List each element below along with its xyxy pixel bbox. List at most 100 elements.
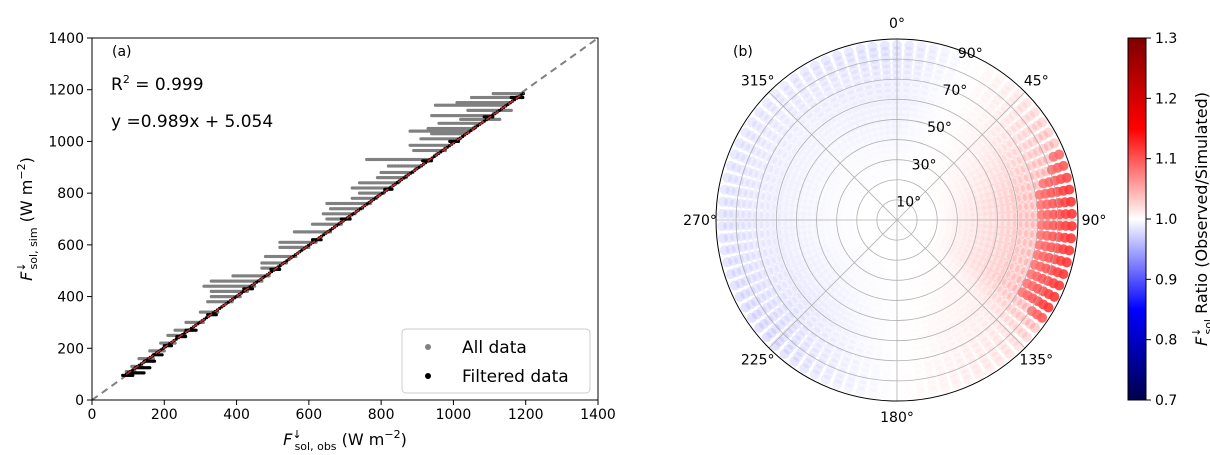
polar-point [801,285,812,296]
polar-point [810,102,821,113]
polar-point [847,245,857,256]
polar-point [1018,219,1029,230]
polar-point [817,164,827,175]
polar-point [978,257,989,268]
polar-point [1020,114,1031,125]
polar-point [965,257,976,268]
polar-point [852,140,863,151]
polar-point [936,115,947,126]
polar-point [991,137,1002,147]
polar-point [972,287,983,298]
data-point [498,117,502,121]
polar-point [784,311,795,322]
polar-point [937,200,948,211]
polar-point [763,247,774,258]
polar-point [1013,340,1024,351]
polar-point [896,148,907,159]
polar-point [821,327,832,338]
polar-point [915,47,926,58]
polar-point [985,325,996,336]
colorbar-tick-label: 1.3 [1155,31,1177,47]
polar-point [835,341,846,352]
polar-point [920,254,931,264]
polar-point [804,306,814,317]
polar-point [879,242,890,253]
polar-point [928,297,939,308]
polar-point [818,76,829,87]
polar-point [845,52,856,63]
polar-point [1043,140,1054,151]
polar-point [981,230,992,241]
polar-point [902,365,913,376]
polar-point [950,347,961,358]
polar-point [805,243,816,253]
polar-point [914,152,925,163]
polar-point [931,126,942,137]
polar-point [931,289,942,300]
polar-point [824,254,835,265]
polar-point [922,235,932,246]
polar-point [870,185,881,196]
polar-point [866,174,877,185]
polar-point [772,296,782,306]
polar-point [841,119,851,130]
polar-point [856,218,866,229]
polar-point [802,71,813,82]
polar-point [1002,289,1012,300]
r-squared-annotation: R2 = 0.999 [111,73,204,95]
polar-point [745,251,756,262]
polar-point [866,255,877,266]
polar-point [981,358,992,369]
polar-point [862,235,872,246]
polar-point [916,180,927,191]
polar-point [902,359,913,370]
polar-point [1064,184,1075,195]
polar-point [1027,136,1038,147]
polar-point [1020,247,1031,258]
x-tick-label: 1200 [508,407,544,423]
polar-point [1013,89,1024,100]
polar-point [916,302,927,312]
polar-point [922,218,932,229]
polar-point [719,245,730,256]
polar-point [926,226,937,237]
polar-point [856,271,867,282]
polar-point [751,309,762,320]
polar-point [820,150,831,161]
polar-point [767,237,778,247]
polar-point [843,216,854,227]
polar-point [923,243,934,254]
colorbar: 0.70.80.91.01.11.21.3 F↓sol Ratio (Obser… [1127,31,1210,409]
polar-point [867,41,878,52]
polar-point [845,203,856,214]
polar-point [930,185,940,196]
polar-point [1058,269,1069,280]
polar-point [942,154,953,165]
polar-point [967,293,978,304]
data-point [278,267,282,271]
polar-point [882,249,892,260]
polar-point [898,124,909,135]
polar-point [902,70,913,81]
polar-point [917,198,927,209]
polar-point [914,108,925,119]
polar-point [928,43,939,54]
polar-point [995,248,1006,259]
polar-point [982,224,992,235]
polar-point [921,281,932,292]
polar-point [788,248,799,259]
polar-point [877,248,888,259]
polar-point [1004,234,1015,245]
polar-point [751,283,761,294]
polar-point [907,107,918,118]
polar-point [929,317,940,328]
polar-point [771,145,782,156]
polar-point [818,332,829,343]
polar-point [1017,328,1028,338]
polar-point [805,172,816,183]
polar-point [875,183,885,193]
polar-point [806,291,817,302]
polar-point [818,353,829,364]
polar-point [887,179,897,190]
angle-tick-label: 225° [741,352,775,368]
